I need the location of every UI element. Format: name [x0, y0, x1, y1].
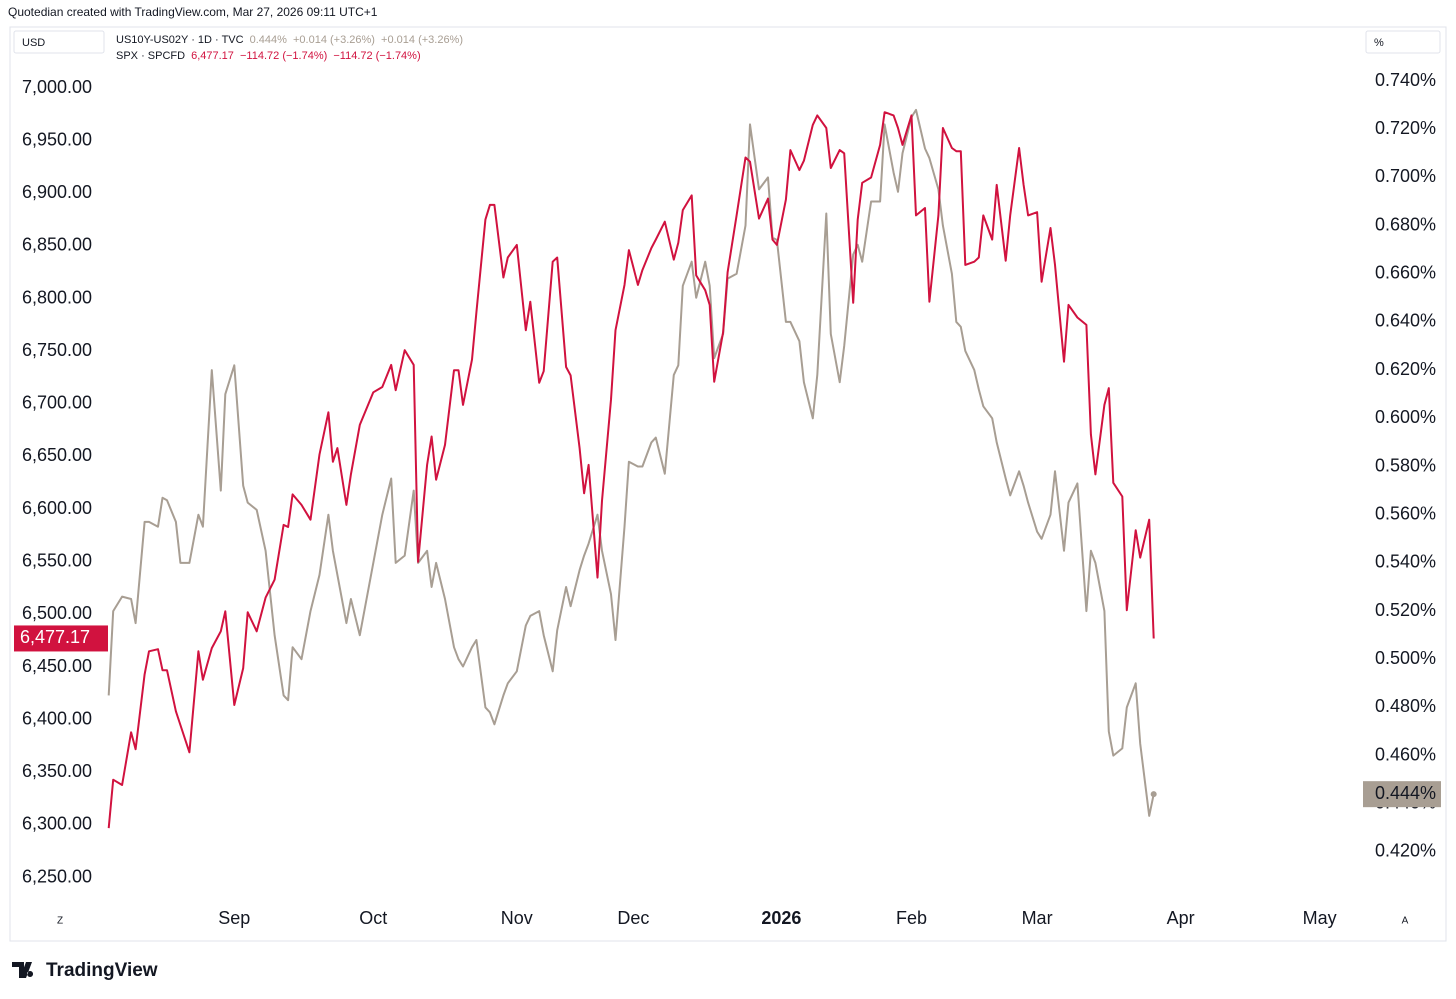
x-tick-label: Sep — [218, 908, 250, 928]
x-tick-label: Feb — [896, 908, 927, 928]
series-line — [107, 108, 1155, 817]
legend-stats: 0.444% +0.014 (+3.26%) +0.014 (+3.26%) — [250, 34, 463, 46]
y2-tick-label: 0.740% — [1375, 70, 1436, 90]
y2-tick-label: 0.500% — [1375, 648, 1436, 668]
last-value-box — [1363, 781, 1441, 808]
y-tick-label: 6,850.00 — [22, 235, 92, 255]
attribution: Quotedian created with TradingView.com, … — [8, 5, 378, 19]
y2-tick-label: 0.520% — [1375, 600, 1436, 620]
y2-tick-label: 0.480% — [1375, 696, 1436, 716]
y-tick-label: 6,800.00 — [22, 287, 92, 307]
y2-tick-label: 0.460% — [1375, 744, 1436, 764]
y2-tick-label: 0.420% — [1375, 841, 1436, 861]
y-tick-label: 6,750.00 — [22, 340, 92, 360]
series-line — [107, 111, 1155, 829]
x-tick-label: May — [1303, 908, 1337, 928]
x-tick-label: Dec — [617, 908, 649, 928]
y-tick-label: 6,250.00 — [22, 866, 92, 886]
x-tick-label: Apr — [1167, 908, 1195, 928]
scale-mark: A — [1402, 916, 1409, 927]
y-tick-label: 6,950.00 — [22, 129, 92, 149]
chart-frame — [9, 26, 1447, 942]
logo-icon — [12, 962, 34, 978]
y-tick-label: 6,400.00 — [22, 708, 92, 728]
right-unit: % — [1374, 37, 1384, 49]
legend-name: SPX · SPCFD — [116, 50, 185, 62]
y2-tick-label: 0.680% — [1375, 214, 1436, 234]
x-tick-label: 2026 — [761, 908, 801, 928]
y-tick-label: 6,550.00 — [22, 551, 92, 571]
y2-tick-label: 0.700% — [1375, 166, 1436, 186]
y2-tick-label: 0.720% — [1375, 118, 1436, 138]
legend-stats: 6,477.17 −114.72 (−1.74%) −114.72 (−1.74… — [191, 50, 421, 62]
y2-tick-label: 0.580% — [1375, 455, 1436, 475]
x-tick-label: Mar — [1022, 908, 1053, 928]
y-tick-label: 6,350.00 — [22, 761, 92, 781]
y-tick-label: 7,000.00 — [22, 77, 92, 97]
y2-tick-label: 0.540% — [1375, 552, 1436, 572]
y-tick-label: 6,500.00 — [22, 603, 92, 623]
last-value-label: 0.444% — [1375, 783, 1436, 803]
last-value-label: 6,477.17 — [20, 627, 90, 647]
y2-tick-label: 0.560% — [1375, 503, 1436, 523]
logo: TradingView — [12, 960, 158, 981]
y-tick-label: 6,600.00 — [22, 498, 92, 518]
unit-box — [1365, 30, 1441, 54]
y2-tick-label: 0.660% — [1375, 263, 1436, 283]
y-tick-label: 6,900.00 — [22, 182, 92, 202]
x-tick-label: Oct — [359, 908, 387, 928]
y2-tick-label: 0.640% — [1375, 311, 1436, 331]
legend-name: US10Y-US02Y · 1D · TVC — [116, 34, 244, 46]
last-value-box — [14, 625, 108, 652]
y-tick-label: 6,300.00 — [22, 814, 92, 834]
last-point — [1150, 791, 1157, 798]
y-tick-label: 6,700.00 — [22, 393, 92, 413]
y2-tick-label: 0.600% — [1375, 407, 1436, 427]
x-tick-label: Nov — [501, 908, 533, 928]
unit-box — [13, 30, 105, 54]
left-unit: USD — [22, 37, 45, 49]
y-tick-label: 6,450.00 — [22, 656, 92, 676]
logo-text: TradingView — [46, 960, 158, 981]
y-tick-label: 6,650.00 — [22, 445, 92, 465]
scale-mark: Z — [57, 916, 63, 927]
y2-tick-label: 0.620% — [1375, 359, 1436, 379]
